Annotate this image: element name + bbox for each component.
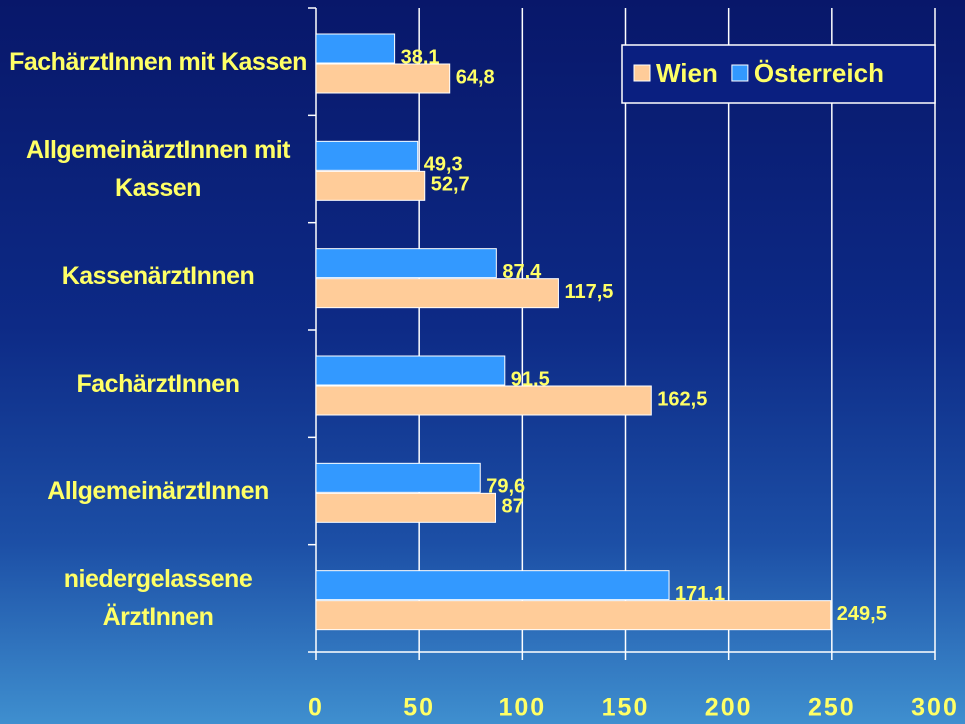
x-tick-label: 200 (705, 694, 753, 722)
legend-label: Österreich (754, 58, 884, 88)
x-tick-label: 300 (911, 694, 959, 722)
y-tick-label: KassenärztInnen (61, 262, 255, 291)
x-tick-label: 0 (308, 694, 324, 722)
value-label: 249,5 (837, 603, 887, 625)
value-label: 64,8 (456, 66, 495, 88)
bar (315, 462, 481, 493)
value-label: 87,4 (502, 261, 542, 283)
value-label: 171,1 (675, 583, 725, 605)
legend-box (621, 44, 936, 104)
x-tick-label: 250 (808, 694, 856, 722)
value-label: 87 (502, 496, 524, 518)
y-tick-label: FachärztInnen mit Kassen (9, 47, 307, 76)
bar (315, 278, 559, 309)
legend-label: Wien (656, 58, 718, 88)
value-label: 52,7 (431, 174, 470, 196)
x-tick-label: 100 (498, 694, 546, 722)
bar (315, 63, 451, 94)
value-label: 91,5 (511, 368, 550, 390)
value-label: 79,6 (486, 476, 525, 498)
bar (315, 492, 497, 523)
y-tick-label: AllgemeinärztInnen mit Kassen (25, 136, 291, 202)
legend-swatch (633, 64, 651, 82)
bar (315, 140, 419, 171)
bar (315, 385, 652, 416)
legend-swatch (731, 64, 749, 82)
bar (315, 600, 832, 631)
x-tick-label: 150 (602, 694, 650, 722)
y-tick-label: FachärztInnen (76, 369, 240, 398)
x-tick-label: 50 (403, 694, 435, 722)
value-label: 49,3 (424, 154, 463, 176)
bar (315, 33, 396, 64)
y-tick-label: niedergelassene ÄrztInnen (63, 565, 253, 632)
value-label: 162,5 (657, 388, 707, 410)
bar (315, 248, 497, 279)
value-label: 117,5 (564, 281, 613, 303)
bar (315, 570, 670, 601)
y-tick-label: AllgemeinärztInnen (47, 477, 269, 505)
value-label: 38,1 (401, 46, 440, 68)
bar (315, 355, 506, 386)
bar (315, 170, 426, 201)
